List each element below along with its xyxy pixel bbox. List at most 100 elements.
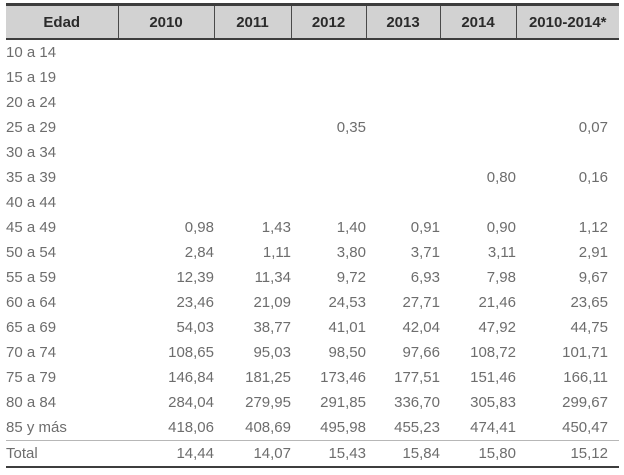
table-row: 65 a 69 54,03 38,77 41,01 42,04 47,92 44,75 — [6, 315, 619, 340]
value-cell: 9,67 — [578, 269, 608, 286]
value-cell — [118, 115, 214, 140]
table-body: 10 a 14 15 a 19 20 a 24 25 a 29 0,35 0,07 30 a… — [6, 39, 619, 467]
value-cell — [291, 190, 366, 215]
value-cell — [516, 140, 619, 165]
value-cell: 21,46 — [478, 294, 516, 311]
value-cell: 15,43 — [291, 440, 366, 467]
age-group-label: 45 a 49 — [6, 219, 57, 236]
age-group-label: Total — [6, 440, 118, 467]
value-cell — [366, 140, 440, 165]
value-cell: 23,46 — [176, 294, 214, 311]
value-cell — [291, 90, 366, 115]
value-cell: 15,84 — [366, 440, 440, 467]
value-cell: 95,03 — [253, 344, 291, 361]
value-cell — [291, 140, 366, 165]
value-cell — [291, 165, 366, 190]
table-row: 35 a 39 0,80 0,16 — [6, 165, 619, 190]
value-cell: 181,25 — [245, 369, 291, 386]
value-cell: 474,41 — [470, 419, 516, 436]
header-year-2012: 2012 — [290, 3, 366, 40]
table-row: 70 a 74 108,65 95,03 98,50 97,66 108,72 101,71 — [6, 340, 619, 365]
value-cell: 495,98 — [320, 419, 366, 436]
value-cell: 151,46 — [470, 369, 516, 386]
value-cell — [440, 39, 516, 65]
value-cell: 177,51 — [394, 369, 440, 386]
value-cell: 15,12 — [516, 440, 619, 467]
value-cell: 108,72 — [470, 344, 516, 361]
value-cell: 27,71 — [402, 294, 440, 311]
table-row: 10 a 14 — [6, 39, 619, 65]
value-cell — [440, 115, 516, 140]
value-cell: 14,07 — [214, 440, 291, 467]
value-cell — [214, 65, 291, 90]
age-group-label: 75 a 79 — [6, 369, 57, 386]
value-cell — [118, 65, 214, 90]
value-cell: 3,11 — [487, 244, 516, 261]
age-group-label: 40 a 44 — [6, 194, 57, 211]
value-cell — [366, 90, 440, 115]
value-cell: 97,66 — [402, 344, 440, 361]
table-row: 20 a 24 — [6, 90, 619, 115]
value-cell: 0,07 — [578, 119, 608, 136]
value-cell — [516, 65, 619, 90]
table-row: 55 a 59 12,39 11,34 9,72 6,93 7,98 9,67 — [6, 265, 619, 290]
value-cell: 291,85 — [320, 394, 366, 411]
table-row: 45 a 49 0,98 1,43 1,40 0,91 0,90 1,12 — [6, 215, 619, 240]
value-cell: 1,11 — [262, 244, 291, 261]
age-rates-table-wrap: Edad 2010 2011 2012 2013 2014 2010-2014*… — [6, 3, 619, 468]
value-cell — [214, 165, 291, 190]
value-cell: 146,84 — [168, 369, 214, 386]
age-rates-table: Edad 2010 2011 2012 2013 2014 2010-2014*… — [6, 3, 619, 468]
age-group-label: 55 a 59 — [6, 269, 57, 286]
value-cell — [516, 39, 619, 65]
value-cell — [366, 39, 440, 65]
value-cell: 2,91 — [578, 244, 608, 261]
value-cell: 12,39 — [176, 269, 214, 286]
value-cell: 54,03 — [176, 319, 214, 336]
value-cell: 41,01 — [328, 319, 366, 336]
value-cell: 0,80 — [486, 169, 516, 186]
value-cell: 24,53 — [328, 294, 366, 311]
value-cell — [214, 190, 291, 215]
value-cell — [118, 39, 214, 65]
value-cell: 14,44 — [118, 440, 214, 467]
value-cell — [214, 140, 291, 165]
value-cell — [366, 165, 440, 190]
value-cell: 3,71 — [410, 244, 440, 261]
table-row: 25 a 29 0,35 0,07 — [6, 115, 619, 140]
table-row: 85 y más 418,06 408,69 495,98 455,23 474,41 45… — [6, 415, 619, 441]
value-cell: 47,92 — [478, 319, 516, 336]
value-cell — [118, 90, 214, 115]
age-group-label: 30 a 34 — [6, 144, 57, 161]
value-cell — [291, 65, 366, 90]
value-cell: 3,80 — [336, 244, 366, 261]
header-year-2013: 2013 — [365, 3, 440, 40]
age-group-label: 70 a 74 — [6, 344, 57, 361]
value-cell: 279,95 — [245, 394, 291, 411]
header-age: Edad — [6, 3, 118, 40]
header-year-2010: 2010 — [117, 3, 214, 40]
value-cell: 299,67 — [562, 394, 608, 411]
value-cell: 44,75 — [570, 319, 608, 336]
header-row: Edad 2010 2011 2012 2013 2014 2010-2014* — [6, 3, 619, 40]
age-group-label: 15 a 19 — [6, 69, 57, 86]
header-year-2011: 2011 — [213, 3, 291, 40]
value-cell: 108,65 — [168, 344, 214, 361]
value-cell: 455,23 — [394, 419, 440, 436]
value-cell — [440, 90, 516, 115]
value-cell — [440, 65, 516, 90]
value-cell: 1,43 — [261, 219, 291, 236]
value-cell: 408,69 — [245, 419, 291, 436]
age-group-label: 20 a 24 — [6, 94, 57, 111]
value-cell: 21,09 — [253, 294, 291, 311]
value-cell — [118, 165, 214, 190]
value-cell: 2,84 — [184, 244, 214, 261]
value-cell: 173,46 — [320, 369, 366, 386]
value-cell — [366, 115, 440, 140]
value-cell — [516, 190, 619, 215]
value-cell — [291, 39, 366, 65]
value-cell: 0,98 — [184, 219, 214, 236]
value-cell — [214, 39, 291, 65]
value-cell: 0,90 — [486, 219, 516, 236]
